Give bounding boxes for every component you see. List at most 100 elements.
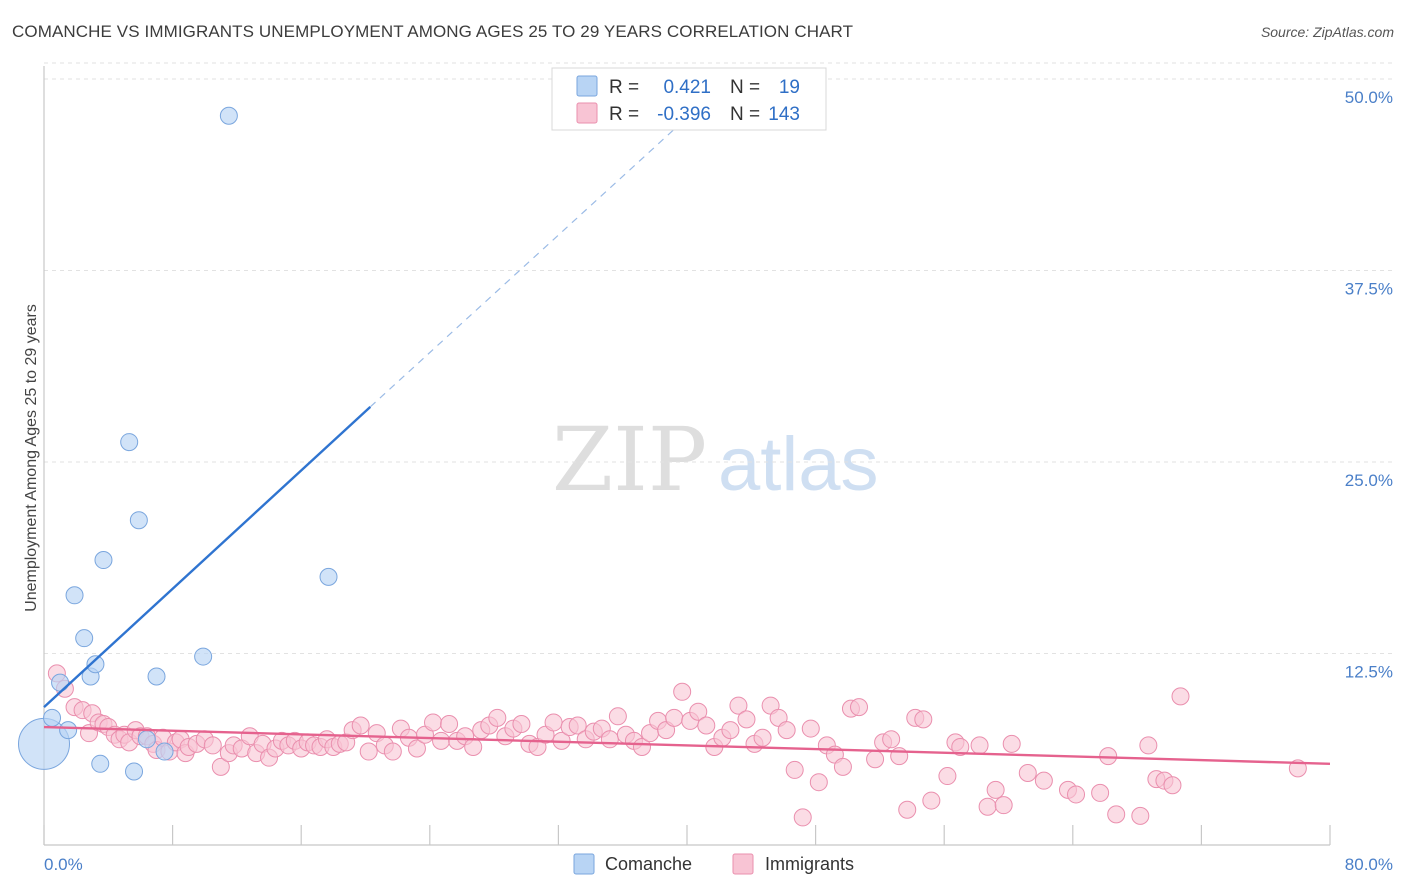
source-label: Source: ZipAtlas.com [1260,24,1394,40]
immigrants-point-139 [1171,687,1190,706]
comanche-point-16 [194,647,213,666]
x-tick-label-max: 80.0% [1345,855,1393,874]
immigrants-point-26 [203,736,222,755]
immigrants-point-121 [951,737,970,756]
comanche-point-12 [129,511,148,530]
comanche-point-10 [120,433,139,452]
gridlines [44,62,1393,654]
immigrants-point-111 [866,750,885,769]
watermark-atlas: atlas [718,422,879,507]
y-tick-label-2: 37.5% [1345,280,1393,299]
legend-r-label-comanche: R = [609,77,639,98]
immigrants-point-83 [632,737,651,756]
chart-title: COMANCHE VS IMMIGRANTS UNEMPLOYMENT AMON… [12,22,854,41]
immigrants-point-57 [424,713,443,732]
legend-swatch-comanche [576,75,598,97]
y-tick-label-0: 12.5% [1345,663,1393,682]
immigrants-point-79 [600,730,619,749]
legend-box [551,67,827,131]
legend-r-value-comanche: 0.421 [663,77,711,98]
trend-lines [43,124,1331,766]
immigrants-point-27 [211,757,230,776]
watermark-zip: ZIP [552,408,707,511]
comanche-point-9 [94,551,113,570]
immigrants-point-101 [777,721,796,740]
immigrants-point-105 [809,773,828,792]
immigrants-point-52 [383,742,402,761]
immigrants-point-59 [440,714,459,733]
y-tick-label-1: 25.0% [1345,471,1393,490]
immigrants-point-95 [729,696,748,715]
immigrants-point-125 [994,796,1013,815]
legend-n-label-immigrants: N = [730,104,760,125]
immigrants-point-96 [737,710,756,729]
immigrants-point-98 [753,728,772,747]
comanche-point-13 [137,730,156,749]
immigrants-point-62 [464,737,483,756]
immigrants-point-131 [1091,783,1110,802]
immigrants-point-90 [689,702,708,721]
y-tick-labels: 12.5% 25.0% 37.5% 50.0% [1345,88,1393,682]
immigrants-point-88 [673,682,692,701]
immigrants-point-122 [970,736,989,755]
comanche-point-7 [86,655,105,674]
immigrants-point-72 [544,713,563,732]
comanche-point-3 [59,721,78,740]
immigrants-point-123 [978,797,997,816]
comanche-point-5 [75,629,94,648]
immigrants-point-130 [1067,785,1086,804]
immigrants-point-65 [488,708,507,727]
immigrants-point-134 [1131,806,1150,825]
comanche-point-2 [51,673,70,692]
y-axis-label: Unemployment Among Ages 25 to 29 years [23,304,40,612]
legend-swatch-immigrants [576,102,598,124]
immigrants-point-49 [359,742,378,761]
comanche-point-18 [319,567,338,586]
immigrants-point-117 [914,710,933,729]
y-tick-label-3: 50.0% [1345,88,1393,107]
immigrants-point-102 [785,760,804,779]
comanche-point-1 [43,708,62,727]
immigrants-trend-line [43,725,1331,766]
series-legend: Comanche Immigrants [573,853,854,875]
comanche-point-8 [91,754,110,773]
bottom-legend-swatch-comanche [573,853,595,875]
immigrants-point-48 [351,716,370,735]
comanche-trend-line [43,405,372,709]
immigrants-point-115 [898,800,917,819]
comanche-trend-extension [369,124,680,408]
immigrants-point-113 [882,730,901,749]
immigrants-point-108 [833,757,852,776]
legend-n-value-immigrants: 143 [768,104,800,125]
immigrants-point-55 [407,739,426,758]
immigrants-point-127 [1018,763,1037,782]
immigrants-point-126 [1002,734,1021,753]
immigrants-point-58 [432,731,451,750]
bottom-legend-label-immigrants: Immigrants [765,854,854,874]
immigrants-point-87 [665,708,684,727]
immigrants-point-91 [697,716,716,735]
legend-r-value-immigrants: -0.396 [657,104,711,125]
immigrants-point-94 [721,721,740,740]
immigrants-point-138 [1163,776,1182,795]
immigrants-point-75 [568,716,587,735]
correlation-legend: R = 0.421 N = 19 R = -0.396 N = 143 [551,67,827,131]
comanche-points [18,106,338,781]
immigrants-point-103 [793,808,812,827]
legend-r-label-immigrants: R = [609,104,639,125]
immigrants-point-110 [850,698,869,717]
comanche-point-14 [147,667,166,686]
immigrants-point-104 [801,719,820,738]
immigrants-point-124 [986,780,1005,799]
comanche-point-4 [65,586,84,605]
axes [43,66,1331,846]
x-tick-label-min: 0.0% [44,855,83,874]
comanche-point-17 [219,106,238,125]
immigrants-point-133 [1107,805,1126,824]
legend-n-label-comanche: N = [730,77,760,98]
bottom-legend-swatch-immigrants [732,853,754,875]
immigrants-point-80 [608,707,627,726]
bottom-legend-label-comanche: Comanche [605,854,692,874]
immigrants-point-119 [938,767,957,786]
